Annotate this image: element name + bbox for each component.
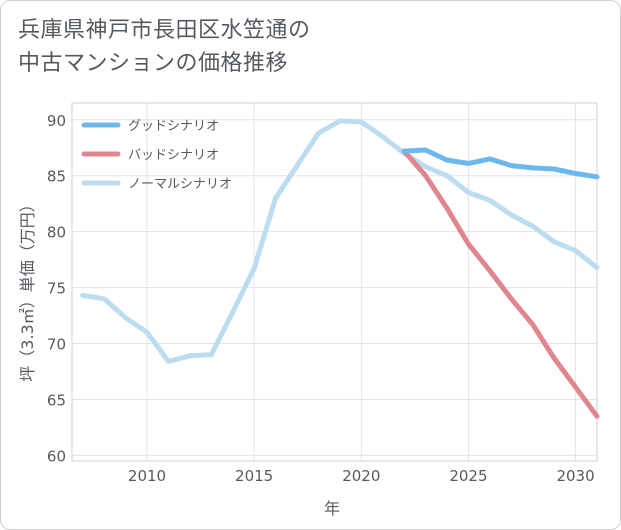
x-tick-label: 2020 xyxy=(342,467,380,485)
x-tick-label: 2010 xyxy=(128,467,166,485)
y-tick-label: 65 xyxy=(47,391,66,409)
series-line-1 xyxy=(401,148,600,419)
y-tick-label: 75 xyxy=(47,280,66,298)
y-tick-label: 70 xyxy=(47,336,66,354)
y-tick-label: 80 xyxy=(47,224,66,242)
x-tick-label: 2015 xyxy=(235,467,273,485)
x-tick-label: 2025 xyxy=(449,467,487,485)
chart-title-line-2: 中古マンションの価格推移 xyxy=(18,51,289,76)
y-axis-label: 坪（3.3㎡）単価（万円） xyxy=(18,196,37,381)
chart-title: 兵庫県神戸市長田区水笠通の 中古マンションの価格推移 xyxy=(18,14,311,80)
series xyxy=(80,118,600,419)
y-tick-label: 85 xyxy=(47,168,66,186)
plot-area xyxy=(71,102,598,462)
y-tick-label: 60 xyxy=(47,447,66,465)
x-axis-label: 年 xyxy=(324,499,340,518)
axes: 2010 2015 2020 2025 2030 60 65 70 75 80 85 90 xyxy=(47,112,595,485)
y-tick-label: 90 xyxy=(47,112,66,130)
legend-label: ノーマルシナリオ xyxy=(128,177,232,192)
x-tick-label: 2030 xyxy=(556,467,594,485)
series-line-2 xyxy=(80,118,600,364)
grid xyxy=(71,102,598,462)
legend-label: バッドシナリオ xyxy=(128,148,219,163)
legend-label: グッドシナリオ xyxy=(128,119,219,134)
series-line-0 xyxy=(401,147,600,180)
chart-title-line-1: 兵庫県神戸市長田区水笠通の xyxy=(18,18,311,43)
